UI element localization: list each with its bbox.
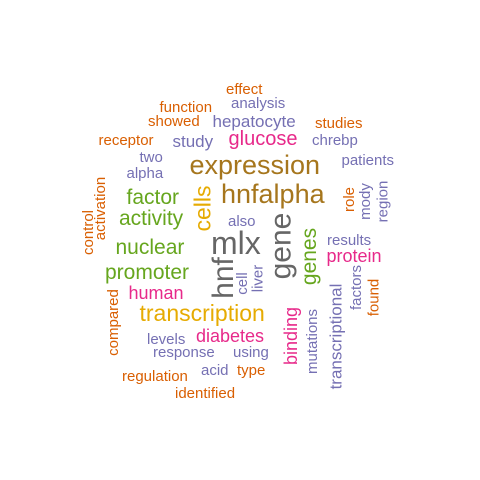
- word-also: also: [228, 212, 256, 230]
- word-activity: activity: [119, 206, 184, 230]
- word-compared: compared: [104, 288, 122, 356]
- word-showed: showed: [148, 112, 200, 130]
- word-levels: levels: [147, 330, 186, 348]
- word-region: region: [374, 180, 392, 222]
- word-effect: effect: [226, 80, 263, 98]
- word-alpha: alpha: [126, 164, 164, 182]
- word-results: results: [327, 231, 372, 249]
- word-study: study: [172, 131, 214, 151]
- word-identified: identified: [175, 384, 236, 402]
- word-cell: cell: [233, 271, 251, 295]
- word-patients: patients: [341, 151, 395, 169]
- word-role: role: [340, 186, 358, 212]
- word-chrebp: chrebp: [312, 131, 358, 149]
- word-transcription: transcription: [139, 299, 265, 326]
- word-found: found: [365, 278, 383, 316]
- word-studies: studies: [315, 114, 363, 132]
- word-control: control: [79, 209, 97, 255]
- word-human: human: [128, 283, 184, 303]
- word-diabetes: diabetes: [196, 326, 265, 346]
- word-hepatocyte: hepatocyte: [212, 111, 296, 131]
- word-type: type: [237, 361, 266, 379]
- word-genes: genes: [297, 227, 321, 285]
- word-mutations: mutations: [303, 308, 321, 374]
- word-hnfalpha: hnfalpha: [221, 178, 325, 209]
- word-transcriptional: transcriptional: [326, 283, 346, 389]
- word-protein: protein: [326, 246, 382, 266]
- word-using: using: [233, 343, 269, 361]
- word-response: response: [153, 343, 215, 361]
- word-expression: expression: [189, 149, 321, 180]
- word-mody: mody: [356, 182, 374, 220]
- word-regulation: regulation: [122, 367, 188, 385]
- word-liver: liver: [249, 264, 267, 292]
- word-promoter: promoter: [105, 260, 190, 284]
- word-acid: acid: [201, 361, 229, 379]
- word-mlx: mlx: [211, 225, 261, 261]
- word-factors: factors: [347, 264, 365, 310]
- word-two: two: [139, 148, 163, 166]
- word-factor: factor: [126, 185, 180, 209]
- word-analysis: analysis: [231, 94, 286, 112]
- word-gene: gene: [263, 212, 297, 280]
- word-receptor: receptor: [98, 131, 154, 149]
- word-nuclear: nuclear: [115, 235, 185, 259]
- word-function: function: [159, 98, 213, 116]
- word-binding: binding: [281, 306, 302, 366]
- word-glucose: glucose: [228, 128, 298, 150]
